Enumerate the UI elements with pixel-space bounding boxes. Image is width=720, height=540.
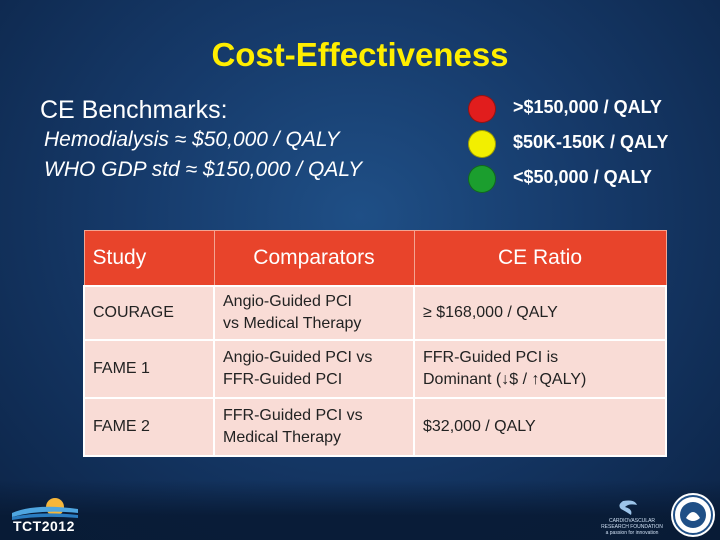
ce-table: Study Comparators CE Ratio COURAGE Angio… xyxy=(83,230,667,457)
benchmarks-heading: CE Benchmarks: xyxy=(40,96,228,124)
slide-title: Cost-Effectiveness xyxy=(211,36,509,73)
table-row: FAME 1 Angio-Guided PCI vs FFR-Guided PCI… xyxy=(83,339,667,399)
benchmark-hemodialysis: Hemodialysis ≈ $50,000 / QALY xyxy=(44,128,340,151)
crf-logo-text: CARDIOVASCULAR RESEARCH FOUNDATION a pas… xyxy=(601,518,663,536)
cell-comparators: FFR-Guided PCI vs Medical Therapy xyxy=(213,397,415,457)
cell-ce-ratio: ≥ $168,000 / QALY xyxy=(413,285,667,341)
table-row: FAME 2 FFR-Guided PCI vs Medical Therapy … xyxy=(83,397,667,457)
footer-band xyxy=(0,480,720,540)
table-row: COURAGE Angio-Guided PCI vs Medical Thera… xyxy=(83,285,667,341)
header-ce-ratio: CE Ratio xyxy=(413,230,667,287)
cell-comparators: Angio-Guided PCI vs FFR-Guided PCI xyxy=(213,339,415,399)
tct-logo-icon xyxy=(12,498,78,520)
tct-logo-text: TCT2012 xyxy=(13,518,75,534)
header-study: Study xyxy=(83,230,215,287)
benchmark-who-gdp: WHO GDP std ≈ $150,000 / QALY xyxy=(44,158,363,181)
cell-comparators: Angio-Guided PCI vs Medical Therapy xyxy=(213,285,415,341)
legend-label: >$150,000 / QALY xyxy=(513,97,662,117)
red-circle-icon xyxy=(468,95,496,123)
green-circle-icon xyxy=(468,165,496,193)
cell-study: COURAGE xyxy=(83,285,215,341)
crf-logo-icon xyxy=(619,500,637,515)
table-header-row: Study Comparators CE Ratio xyxy=(83,230,667,287)
society-seal-icon xyxy=(671,493,715,537)
cell-ce-ratio: FFR-Guided PCI is Dominant (↓$ / ↑QALY) xyxy=(413,339,667,399)
cell-ce-ratio: $32,000 / QALY xyxy=(413,397,667,457)
legend-label: <$50,000 / QALY xyxy=(513,167,652,187)
header-comparators: Comparators xyxy=(213,230,415,287)
cell-study: FAME 2 xyxy=(83,397,215,457)
cell-study: FAME 1 xyxy=(83,339,215,399)
legend-label: $50K-150K / QALY xyxy=(513,132,669,152)
yellow-circle-icon xyxy=(468,130,496,158)
